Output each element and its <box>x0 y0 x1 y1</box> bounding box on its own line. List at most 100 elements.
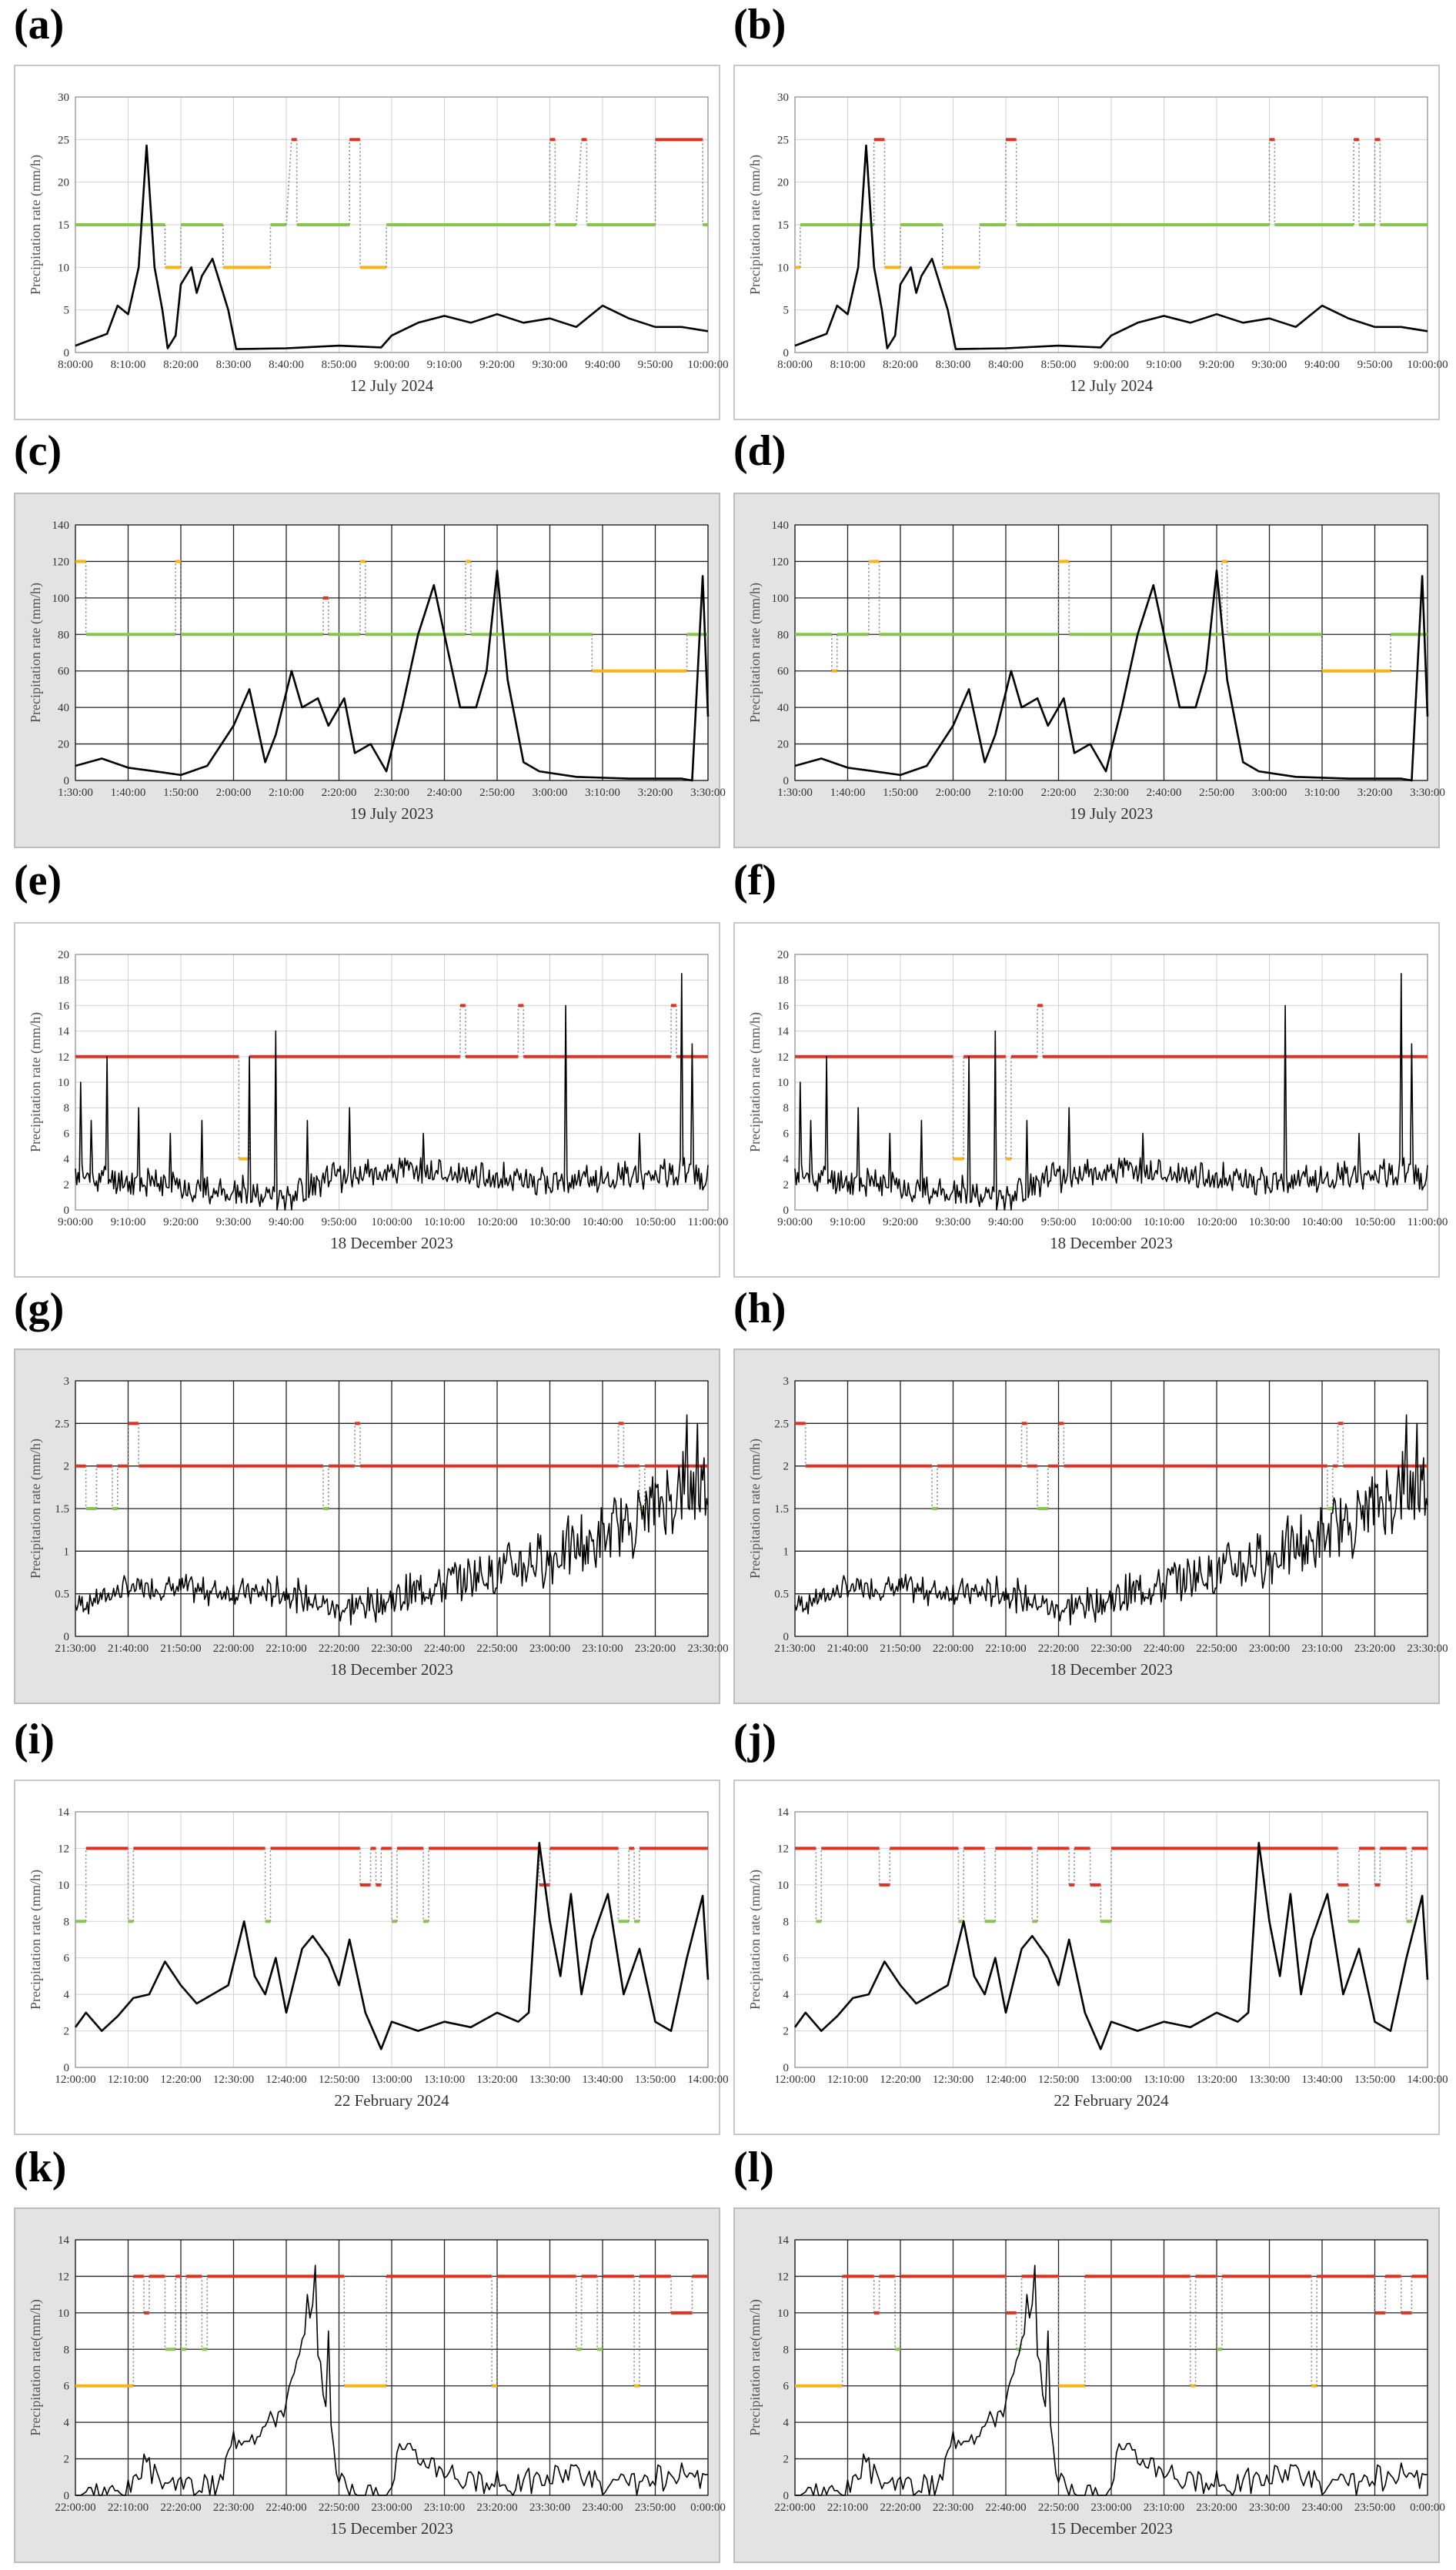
x-tick-label: 2:20:00 <box>1041 787 1077 799</box>
precipitation-line <box>794 2264 1428 2496</box>
plot-frame <box>794 2239 1428 2496</box>
x-tick-label: 22:10:00 <box>827 2501 868 2514</box>
x-tick-label: 9:20:00 <box>479 359 515 371</box>
y-tick-label: 2 <box>64 1461 70 1473</box>
x-tick-label: 12:50:00 <box>1038 2074 1079 2086</box>
x-tick-label: 3:30:00 <box>1410 787 1445 799</box>
y-tick-label: 3 <box>64 1375 70 1388</box>
x-tick-label: 22:50:00 <box>476 1643 517 1655</box>
y-tick-label: 1 <box>783 1546 790 1558</box>
x-tick-label: 23:00:00 <box>1090 2501 1131 2514</box>
x-tick-label: 8:20:00 <box>883 359 918 371</box>
x-tick-label: 10:00:00 <box>1090 1216 1131 1228</box>
y-tick-label: 1.5 <box>774 1503 789 1516</box>
y-tick-label: 18 <box>777 974 789 987</box>
x-tick-label: 23:20:00 <box>635 1643 676 1655</box>
y-axis-title: Precipitation rate (mm/h) <box>28 155 44 295</box>
y-tick-label: 30 <box>58 92 69 104</box>
y-axis-title: Precipitation rate (mm/h) <box>747 1439 763 1579</box>
x-tick-label: 22:00:00 <box>213 1643 254 1655</box>
y-tick-label: 14 <box>777 1026 790 1038</box>
level-transition <box>286 139 292 226</box>
x-tick-label: 12:10:00 <box>827 2074 868 2086</box>
x-tick-label: 8:00:00 <box>777 359 813 371</box>
x-tick-label: 23:30:00 <box>529 2501 570 2514</box>
x-tick-label: 22:30:00 <box>933 2501 973 2514</box>
y-tick-label: 12 <box>58 1051 69 1064</box>
y-tick-label: 2 <box>783 1461 790 1473</box>
x-tick-label: 8:30:00 <box>936 359 971 371</box>
y-tick-label: 16 <box>777 1000 790 1012</box>
y-axis-title: Precipitation rate (mm/h) <box>28 1012 44 1152</box>
x-tick-label: 9:30:00 <box>936 1216 971 1228</box>
x-tick-label: 23:00:00 <box>529 1643 570 1655</box>
panel-label: (k) <box>14 2144 67 2191</box>
x-tick-label: 22:40:00 <box>985 2501 1026 2514</box>
y-tick-label: 6 <box>783 1128 790 1140</box>
x-tick-label: 22:40:00 <box>265 2501 306 2514</box>
y-axis-title: Precipitation rate (mm/h) <box>747 155 763 295</box>
plot-frame <box>794 1380 1428 1637</box>
x-tick-label: 22:50:00 <box>319 2501 359 2514</box>
x-tick-label: 1:50:00 <box>163 787 199 799</box>
x-tick-label: 9:30:00 <box>216 1216 252 1228</box>
x-tick-label: 9:40:00 <box>1304 359 1340 371</box>
y-tick-label: 12 <box>777 1843 789 1855</box>
y-tick-label: 60 <box>58 666 69 678</box>
y-tick-label: 10 <box>58 2308 69 2320</box>
x-tick-label: 22:10:00 <box>985 1643 1026 1655</box>
x-tick-label: 13:10:00 <box>424 2074 465 2086</box>
x-tick-label: 13:10:00 <box>1144 2074 1184 2086</box>
plot-frame <box>75 1811 709 2068</box>
x-tick-label: 10:20:00 <box>476 1216 517 1228</box>
x-axis-title: 18 December 2023 <box>1050 1660 1173 1679</box>
y-tick-label: 5 <box>783 305 790 317</box>
panel-label: (c) <box>14 427 62 475</box>
x-tick-label: 22:50:00 <box>1038 2501 1079 2514</box>
x-axis-title: 22 February 2024 <box>334 2091 449 2110</box>
y-tick-label: 20 <box>58 949 69 961</box>
y-tick-label: 20 <box>777 739 789 751</box>
y-tick-label: 2 <box>64 1179 70 1191</box>
chart-panel: 0 2 4 6 8 10 12 14 16 18 20 9:00:00 9:10:00 9:20:00 9:… <box>733 922 1448 1278</box>
y-tick-label: 20 <box>58 739 69 751</box>
x-tick-label: 13:30:00 <box>529 2074 570 2086</box>
y-tick-label: 2 <box>64 2454 70 2466</box>
x-tick-label: 21:50:00 <box>880 1643 920 1655</box>
y-tick-label: 10 <box>777 262 789 274</box>
y-tick-label: 0 <box>64 2062 70 2074</box>
x-tick-label: 2:10:00 <box>988 787 1024 799</box>
y-tick-label: 10 <box>777 1077 789 1089</box>
precipitation-line <box>794 570 1429 782</box>
x-tick-label: 23:50:00 <box>1354 2501 1395 2514</box>
x-tick-label: 8:20:00 <box>163 359 199 371</box>
y-tick-label: 8 <box>783 2344 790 2356</box>
y-tick-label: 12 <box>58 1843 69 1855</box>
precipitation-line <box>75 2264 709 2496</box>
x-tick-label: 0:00:00 <box>690 2501 726 2514</box>
x-tick-label: 22:30:00 <box>1090 1643 1131 1655</box>
x-tick-label: 23:50:00 <box>635 2501 676 2514</box>
x-axis-title: 18 December 2023 <box>1050 1234 1173 1252</box>
y-tick-label: 20 <box>58 177 69 189</box>
level-transition <box>575 139 583 226</box>
y-tick-label: 8 <box>783 1916 790 1928</box>
x-tick-label: 8:10:00 <box>111 359 146 371</box>
x-tick-label: 9:00:00 <box>1094 359 1129 371</box>
y-tick-label: 14 <box>777 2234 790 2247</box>
x-tick-label: 21:40:00 <box>827 1643 868 1655</box>
x-tick-label: 9:20:00 <box>163 1216 199 1228</box>
x-tick-label: 23:10:00 <box>1301 1643 1342 1655</box>
x-tick-label: 23:30:00 <box>687 1643 728 1655</box>
y-tick-label: 14 <box>58 1026 70 1038</box>
y-tick-label: 2 <box>64 2026 70 2038</box>
x-tick-label: 9:30:00 <box>533 359 568 371</box>
x-tick-label: 14:00:00 <box>1407 2074 1448 2086</box>
x-tick-label: 3:20:00 <box>1357 787 1393 799</box>
x-tick-label: 12:30:00 <box>933 2074 973 2086</box>
x-tick-label: 23:10:00 <box>424 2501 465 2514</box>
chart-panel: 0 2 4 6 8 10 12 14 12:00:00 12:10:00 12:20:00 12:30… <box>733 1780 1448 2135</box>
panel-label: (h) <box>733 1285 786 1332</box>
x-axis-title: 18 December 2023 <box>330 1234 453 1252</box>
y-tick-label: 140 <box>772 520 790 532</box>
